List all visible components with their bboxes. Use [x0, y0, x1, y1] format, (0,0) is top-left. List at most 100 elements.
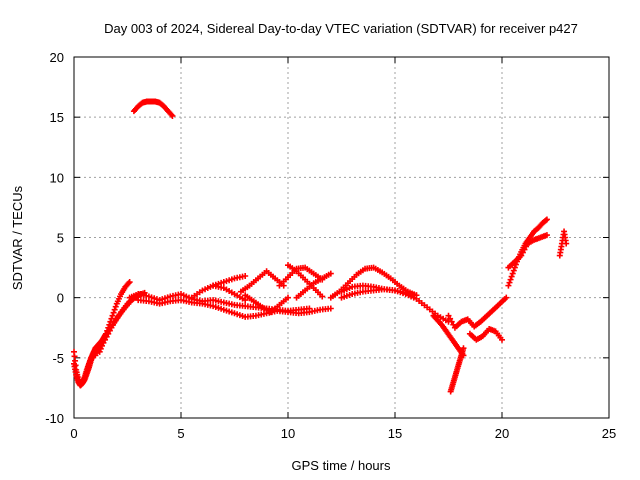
data-point	[505, 282, 512, 289]
data-point	[158, 101, 165, 108]
data-point	[453, 368, 460, 375]
data-point	[449, 383, 456, 390]
series-x-cross-4	[285, 262, 326, 300]
data-point	[482, 314, 489, 321]
data-point	[299, 264, 306, 271]
data-point	[308, 282, 315, 289]
data-point	[478, 334, 485, 341]
data-point	[121, 285, 128, 292]
data-point	[196, 300, 203, 307]
data-point	[445, 312, 452, 319]
data-point	[317, 276, 324, 283]
series-late-cluster	[445, 294, 510, 331]
data-point	[377, 268, 384, 275]
data-point	[446, 332, 453, 339]
data-point	[293, 310, 300, 317]
data-point	[450, 338, 457, 345]
data-point	[317, 291, 324, 298]
data-point	[535, 235, 542, 242]
y-axis-label: SDTVAR / TECUs	[10, 185, 25, 290]
data-point	[448, 318, 455, 325]
data-point	[257, 302, 264, 309]
data-point	[400, 289, 407, 296]
data-point	[87, 359, 94, 366]
data-point	[558, 243, 565, 250]
data-point	[510, 260, 517, 267]
data-point	[509, 270, 516, 277]
data-point	[342, 282, 349, 289]
data-point	[410, 291, 417, 298]
data-point	[282, 296, 289, 303]
data-point	[114, 315, 121, 322]
y-tick-label: 20	[50, 50, 64, 65]
data-point	[100, 339, 107, 346]
data-point	[510, 267, 517, 274]
data-point	[260, 310, 267, 317]
series-mid-band-b	[338, 286, 420, 301]
data-point	[421, 302, 428, 309]
series-late-cluster-b	[466, 325, 505, 343]
data-point	[442, 317, 449, 324]
data-point	[325, 305, 332, 312]
data-point	[314, 307, 321, 314]
data-point	[457, 354, 464, 361]
data-point	[250, 313, 257, 320]
data-point	[542, 217, 549, 224]
data-point	[244, 284, 251, 291]
data-point	[228, 309, 235, 316]
data-point	[507, 276, 514, 283]
data-point	[117, 293, 124, 300]
grid-lines	[74, 57, 609, 418]
data-point	[459, 347, 466, 354]
data-point	[112, 303, 119, 310]
data-point	[207, 297, 214, 304]
data-point	[207, 302, 214, 309]
y-tick-label: 5	[57, 231, 64, 246]
data-point	[475, 319, 482, 326]
series-wave-a	[188, 282, 249, 304]
series-high-arc	[130, 98, 176, 119]
data-point	[175, 291, 182, 298]
data-point	[506, 279, 513, 286]
data-point	[107, 324, 114, 331]
data-point	[497, 334, 504, 341]
data-point	[455, 361, 462, 368]
data-point	[455, 344, 462, 351]
data-point	[239, 295, 246, 302]
data-point	[239, 302, 246, 309]
data-point	[228, 289, 235, 296]
data-point	[394, 280, 401, 287]
data-point	[282, 276, 289, 283]
data-point	[291, 266, 298, 273]
data-point	[519, 249, 526, 256]
data-point	[562, 237, 569, 244]
series-deep-dip	[447, 345, 467, 395]
data-point	[218, 305, 225, 312]
data-point	[511, 264, 518, 271]
data-point	[351, 273, 358, 280]
data-point	[456, 320, 463, 327]
data-point	[186, 298, 193, 305]
data-point	[274, 303, 281, 310]
series-wave-b	[210, 273, 249, 289]
data-point	[523, 243, 530, 250]
data-point	[228, 301, 235, 308]
data-point	[120, 306, 127, 313]
data-point	[175, 297, 182, 304]
data-point	[72, 368, 79, 375]
data-point	[357, 289, 364, 296]
data-point	[250, 303, 257, 310]
data-point	[490, 327, 497, 334]
data-point	[282, 308, 289, 315]
data-point	[125, 280, 132, 287]
data-point	[516, 254, 523, 261]
data-point	[463, 316, 470, 323]
data-point	[451, 375, 458, 382]
data-point	[109, 312, 116, 319]
data-point	[495, 302, 502, 309]
data-point	[164, 298, 171, 305]
data-point	[442, 326, 449, 333]
chart-title: Day 003 of 2024, Sidereal Day-to-day VTE…	[104, 21, 578, 36]
data-point	[541, 218, 548, 225]
x-axis-label: GPS time / hours	[292, 458, 391, 473]
